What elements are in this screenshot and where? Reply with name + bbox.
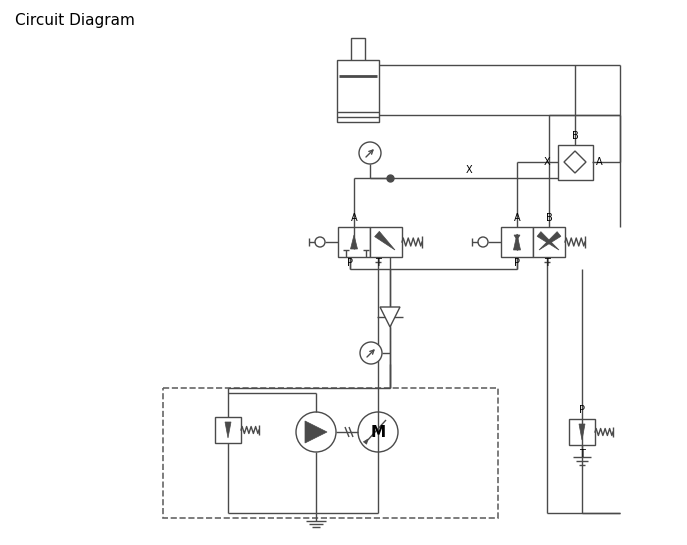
Bar bbox=[501, 227, 533, 257]
Text: P: P bbox=[347, 258, 353, 268]
Text: A: A bbox=[514, 213, 520, 223]
Polygon shape bbox=[539, 232, 561, 250]
Text: B: B bbox=[572, 131, 578, 141]
Polygon shape bbox=[513, 234, 521, 250]
Text: T: T bbox=[579, 449, 585, 459]
Bar bbox=[215, 417, 241, 443]
Polygon shape bbox=[380, 307, 400, 327]
Polygon shape bbox=[514, 244, 520, 249]
Circle shape bbox=[360, 342, 382, 364]
Polygon shape bbox=[537, 232, 559, 250]
Bar bbox=[558, 145, 593, 180]
Bar bbox=[337, 60, 379, 122]
Text: A: A bbox=[596, 157, 602, 167]
Circle shape bbox=[359, 142, 381, 164]
Text: X: X bbox=[543, 157, 550, 167]
Polygon shape bbox=[225, 422, 231, 438]
Circle shape bbox=[296, 412, 336, 452]
Bar bbox=[370, 227, 402, 257]
Bar bbox=[163, 388, 498, 518]
Polygon shape bbox=[579, 424, 585, 440]
Text: X: X bbox=[466, 165, 473, 175]
Text: B: B bbox=[545, 213, 552, 223]
Text: Circuit Diagram: Circuit Diagram bbox=[15, 13, 135, 28]
Bar bbox=[351, 38, 365, 62]
Text: A: A bbox=[350, 213, 357, 223]
Text: M: M bbox=[370, 425, 385, 439]
Bar bbox=[338, 227, 370, 257]
Polygon shape bbox=[305, 421, 327, 443]
Polygon shape bbox=[350, 235, 357, 249]
Polygon shape bbox=[564, 151, 586, 173]
Polygon shape bbox=[363, 439, 368, 444]
Bar bbox=[533, 227, 565, 257]
Polygon shape bbox=[514, 235, 520, 240]
Bar bbox=[569, 419, 595, 445]
Circle shape bbox=[358, 412, 398, 452]
Polygon shape bbox=[374, 232, 395, 250]
Text: P: P bbox=[514, 258, 520, 268]
Text: T: T bbox=[544, 258, 550, 268]
Text: P: P bbox=[579, 405, 585, 415]
Text: T: T bbox=[375, 258, 381, 268]
